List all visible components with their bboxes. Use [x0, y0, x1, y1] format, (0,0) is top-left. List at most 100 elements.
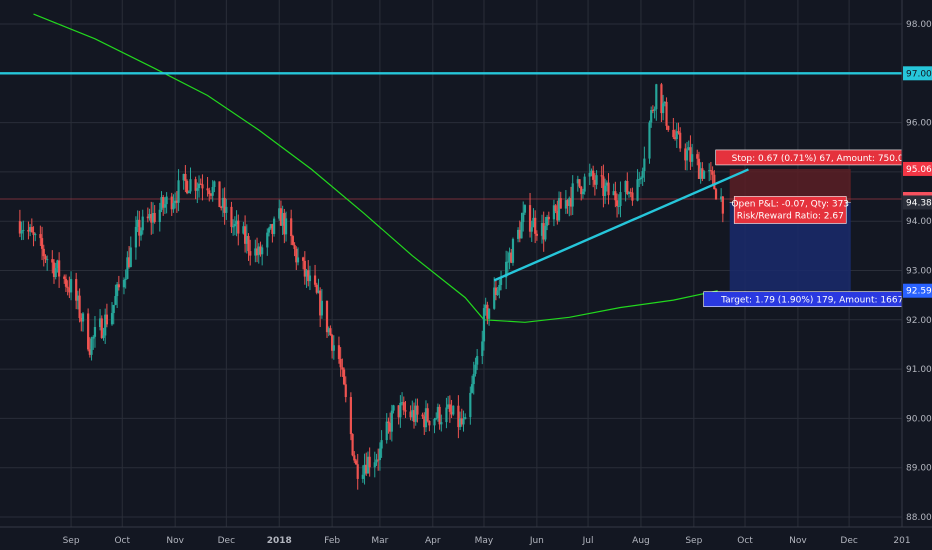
candle-body[interactable] — [293, 244, 296, 249]
candle-body[interactable] — [127, 257, 131, 267]
candle-body[interactable] — [177, 180, 180, 203]
candle-body[interactable] — [150, 214, 153, 223]
candle-body[interactable] — [665, 101, 668, 126]
candle-body[interactable] — [433, 418, 436, 426]
candle-body[interactable] — [284, 218, 288, 235]
candle-body[interactable] — [88, 349, 91, 355]
candle-body[interactable] — [544, 225, 547, 240]
candle-body[interactable] — [557, 198, 561, 221]
candle-body[interactable] — [448, 404, 451, 412]
candle-body[interactable] — [516, 229, 520, 239]
candle-body[interactable] — [522, 212, 525, 223]
candle-body[interactable] — [662, 103, 665, 114]
candle-body[interactable] — [426, 408, 429, 421]
candle-body[interactable] — [590, 170, 593, 173]
candle-body[interactable] — [175, 200, 178, 203]
candle-body[interactable] — [402, 402, 405, 411]
candle-body[interactable] — [141, 216, 144, 231]
candle-body[interactable] — [643, 158, 646, 172]
candle-body[interactable] — [194, 179, 197, 191]
candle-body[interactable] — [506, 261, 509, 263]
candle-body[interactable] — [44, 256, 47, 260]
candle-body[interactable] — [185, 181, 189, 194]
candle-body[interactable] — [75, 279, 78, 301]
candle-body[interactable] — [580, 186, 583, 195]
candle-body[interactable] — [325, 300, 329, 333]
candle-body[interactable] — [552, 205, 556, 220]
candle-body[interactable] — [373, 462, 376, 468]
candle-body[interactable] — [290, 218, 293, 237]
candle-body[interactable] — [518, 229, 521, 239]
candle-body[interactable] — [673, 137, 677, 140]
candle-body[interactable] — [220, 207, 223, 209]
candle-body[interactable] — [377, 459, 380, 461]
candle-body[interactable] — [626, 181, 629, 195]
candle-body[interactable] — [98, 318, 102, 328]
candle-body[interactable] — [578, 179, 581, 187]
candle-body[interactable] — [331, 335, 334, 351]
candle-body[interactable] — [648, 122, 651, 159]
candle-body[interactable] — [42, 248, 45, 257]
candle-body[interactable] — [464, 417, 467, 420]
candle-body[interactable] — [499, 277, 503, 285]
candle-body[interactable] — [56, 260, 59, 269]
candle-body[interactable] — [20, 230, 23, 234]
candle-body[interactable] — [315, 284, 318, 293]
candle-body[interactable] — [337, 345, 341, 359]
candle-body[interactable] — [498, 284, 501, 291]
candle-body[interactable] — [583, 176, 586, 192]
candle-body[interactable] — [78, 295, 81, 319]
candle-body[interactable] — [569, 198, 573, 207]
candle-body[interactable] — [254, 248, 257, 256]
candle-body[interactable] — [230, 206, 233, 227]
candle-body[interactable] — [90, 338, 93, 355]
candle-body[interactable] — [709, 170, 713, 172]
candle-body[interactable] — [614, 191, 617, 201]
candle-body[interactable] — [29, 227, 32, 232]
candle-body[interactable] — [351, 434, 354, 456]
candle-body[interactable] — [201, 184, 204, 189]
candle-body[interactable] — [267, 228, 271, 233]
candle-body[interactable] — [189, 179, 192, 192]
candle-body[interactable] — [397, 405, 400, 418]
candle-body[interactable] — [641, 171, 644, 178]
candle-body[interactable] — [660, 84, 663, 114]
candle-body[interactable] — [213, 181, 216, 188]
candle-body[interactable] — [291, 236, 294, 245]
candle-body[interactable] — [218, 181, 221, 208]
candle-body[interactable] — [602, 176, 605, 196]
candle-body[interactable] — [409, 411, 412, 418]
candle-body[interactable] — [349, 397, 352, 435]
candle-body[interactable] — [508, 252, 511, 262]
candle-body[interactable] — [269, 224, 272, 229]
candle-body[interactable] — [257, 246, 260, 256]
candle-body[interactable] — [542, 223, 545, 240]
candle-body[interactable] — [158, 209, 161, 223]
candle-body[interactable] — [116, 284, 119, 297]
candle-body[interactable] — [319, 290, 322, 316]
candle-body[interactable] — [663, 101, 666, 104]
candle-body[interactable] — [22, 229, 25, 231]
candle-body[interactable] — [344, 384, 347, 398]
candle-body[interactable] — [581, 191, 585, 195]
candle-body[interactable] — [208, 190, 211, 195]
candle-body[interactable] — [696, 154, 699, 159]
candle-body[interactable] — [667, 125, 670, 130]
candle-body[interactable] — [424, 408, 428, 428]
candle-body[interactable] — [332, 345, 335, 351]
candle-body[interactable] — [612, 191, 615, 196]
candle-body[interactable] — [476, 356, 479, 365]
candle-body[interactable] — [69, 279, 73, 293]
candle-body[interactable] — [313, 275, 317, 285]
candle-body[interactable] — [302, 257, 305, 261]
candle-body[interactable] — [187, 191, 190, 194]
candle-body[interactable] — [317, 290, 320, 293]
candle-body[interactable] — [54, 268, 57, 277]
candle-body[interactable] — [245, 236, 248, 244]
candle-body[interactable] — [595, 175, 598, 185]
candle-body[interactable] — [259, 246, 262, 255]
candle-body[interactable] — [199, 183, 202, 185]
candle-body[interactable] — [237, 220, 240, 234]
candle-body[interactable] — [540, 223, 544, 236]
